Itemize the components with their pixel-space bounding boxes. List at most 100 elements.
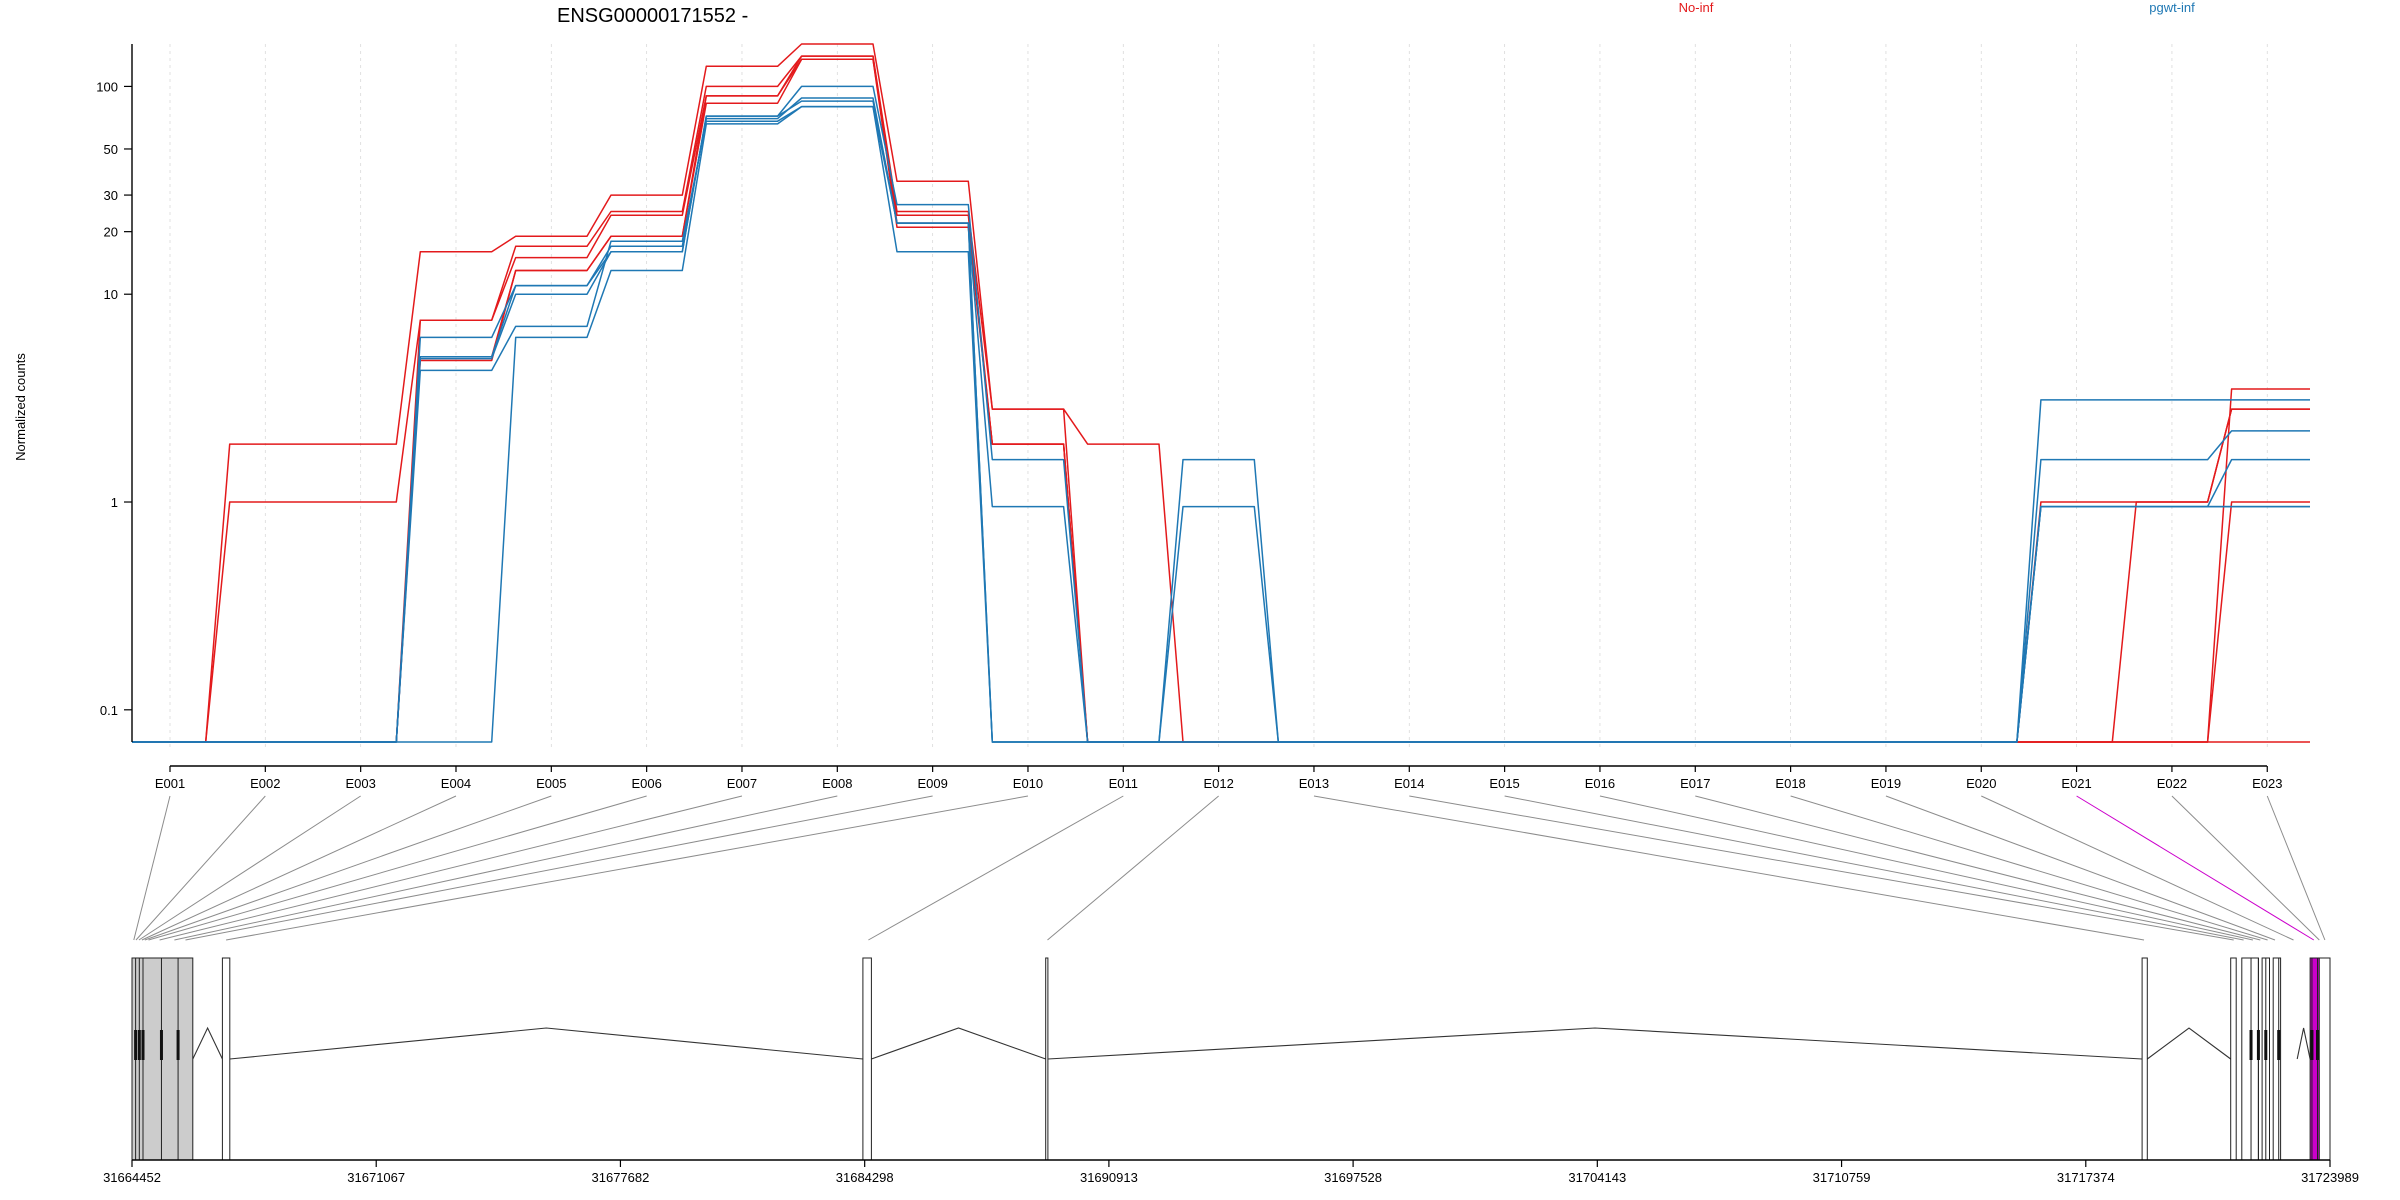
connector-e011 xyxy=(868,795,1124,941)
series-line-pgwt-inf-5 xyxy=(132,85,2310,743)
x-tick-label-e019: E019 xyxy=(1871,776,1901,791)
x-tick-label-e014: E014 xyxy=(1394,776,1424,791)
genome-tick-label: 31704143 xyxy=(1568,1170,1626,1185)
connector-e020 xyxy=(1981,795,2294,941)
series-line-pgwt-inf-6 xyxy=(132,97,2310,743)
exon-connector-lines xyxy=(133,795,2326,941)
intron xyxy=(229,1027,863,1060)
genome-tick-label: 31717374 xyxy=(2057,1170,2115,1185)
genome-ticks: 31664452 31671067 31677682 31684298 31690913… xyxy=(103,1160,2359,1185)
exon-counts-plot: 0.1 1 10 20 30 50 100 E001 E002 E003 E004 E005 E006… xyxy=(13,0,2310,791)
y-tick-label: 1 xyxy=(111,495,118,510)
connector-e009 xyxy=(185,795,933,941)
x-tick-label-e008: E008 xyxy=(822,776,852,791)
series-line-no-inf-0 xyxy=(132,43,2310,743)
exon-divider-mark xyxy=(159,1030,163,1060)
connector-e002 xyxy=(135,795,266,941)
connector-e015 xyxy=(1504,795,2244,941)
x-tick-label-e001: E001 xyxy=(155,776,185,791)
exon-divider-mark xyxy=(2310,1030,2314,1060)
genome-tick-label: 31671067 xyxy=(347,1170,405,1185)
exon-divider-mark xyxy=(134,1030,138,1060)
connector-e017 xyxy=(1695,795,2261,941)
legend-label-no-inf: No-inf xyxy=(1679,0,1714,15)
genome-tick-label: 31664452 xyxy=(103,1170,161,1185)
exon-divider-mark xyxy=(176,1030,180,1060)
exon-divider-mark xyxy=(2315,1030,2319,1060)
intron xyxy=(192,1026,223,1060)
genome-tick-label: 31684298 xyxy=(836,1170,894,1185)
x-tick-label-e010: E010 xyxy=(1013,776,1043,791)
connector-e021 xyxy=(2076,795,2315,941)
x-tick-label-e009: E009 xyxy=(917,776,947,791)
exon-divider-mark xyxy=(2277,1030,2281,1060)
connector-e014 xyxy=(1409,795,2234,941)
exon-block xyxy=(1045,957,1049,1161)
x-tick-label-e002: E002 xyxy=(250,776,280,791)
x-tick-label-e023: E023 xyxy=(2252,776,2282,791)
x-tick-label-e016: E016 xyxy=(1585,776,1615,791)
connector-e003 xyxy=(138,795,361,941)
exon-divider-mark xyxy=(137,1030,141,1060)
exon-dividers xyxy=(134,958,2319,1160)
genome-tick-label: 31723989 xyxy=(2301,1170,2359,1185)
x-tick-label-e017: E017 xyxy=(1680,776,1710,791)
gene-model: 31664452 31671067 31677682 31684298 31690913… xyxy=(103,957,2359,1185)
connector-e022 xyxy=(2171,795,2320,941)
connector-e019 xyxy=(1885,795,2276,941)
series-line-no-inf-1 xyxy=(132,55,2310,743)
genome-tick-label: 31710759 xyxy=(1813,1170,1871,1185)
x-tick-label-e018: E018 xyxy=(1775,776,1805,791)
connector-e018 xyxy=(1790,795,2268,941)
connector-e005 xyxy=(144,795,552,941)
x-tick-label-e012: E012 xyxy=(1203,776,1233,791)
series-line-no-inf-2 xyxy=(132,58,2310,743)
x-ticks: E001 E002 E003 E004 E005 E006 E007 E008 E009 E010… xyxy=(155,766,2282,791)
connector-e023 xyxy=(2266,795,2326,941)
genome-tick-label: 31677682 xyxy=(592,1170,650,1185)
intron xyxy=(871,1027,1046,1060)
exon-block xyxy=(862,957,872,1161)
y-tick-label: 10 xyxy=(104,287,118,302)
intron xyxy=(1047,1027,2143,1060)
x-tick-label-e006: E006 xyxy=(631,776,661,791)
exon-divider-mark xyxy=(2256,1030,2260,1060)
y-axis-label: Normalized counts xyxy=(13,353,28,461)
series-line-no-inf-4 xyxy=(132,58,2310,743)
intron-lines xyxy=(192,1026,2311,1060)
chart-title: ENSG00000171552 - xyxy=(557,5,748,27)
y-tick-label: 20 xyxy=(104,225,118,240)
series-lines xyxy=(132,43,2310,743)
exon-block xyxy=(2141,957,2148,1161)
exon-block xyxy=(2318,957,2331,1161)
series-line-no-inf-3 xyxy=(132,55,2310,743)
series-line-pgwt-inf-9 xyxy=(132,105,2310,743)
y-tick-label: 50 xyxy=(104,142,118,157)
connector-e013 xyxy=(1313,795,2145,941)
intron xyxy=(2296,1027,2311,1060)
connector-e016 xyxy=(1599,795,2254,941)
series-line-pgwt-inf-7 xyxy=(132,100,2310,743)
x-tick-label-e020: E020 xyxy=(1966,776,1996,791)
exon-block xyxy=(221,957,231,1161)
x-tick-label-e013: E013 xyxy=(1299,776,1329,791)
exon-divider-mark xyxy=(2249,1030,2253,1060)
x-tick-label-e004: E004 xyxy=(441,776,471,791)
y-tick-label: 30 xyxy=(104,188,118,203)
connector-e012 xyxy=(1047,795,1219,941)
connector-e001 xyxy=(133,795,171,941)
y-tick-label: 0.1 xyxy=(100,703,118,718)
x-tick-label-e003: E003 xyxy=(345,776,375,791)
x-tick-label-e022: E022 xyxy=(2157,776,2187,791)
exon-block xyxy=(2230,957,2237,1161)
exon-blocks xyxy=(131,957,2331,1161)
vertical-gridlines xyxy=(169,44,2268,750)
x-tick-label-e015: E015 xyxy=(1489,776,1519,791)
exon-divider-mark xyxy=(2264,1030,2268,1060)
x-tick-label-e005: E005 xyxy=(536,776,566,791)
intron xyxy=(2146,1027,2232,1060)
connector-e006 xyxy=(148,795,647,941)
connector-e004 xyxy=(141,795,457,941)
x-tick-label-e011: E011 xyxy=(1109,776,1138,791)
